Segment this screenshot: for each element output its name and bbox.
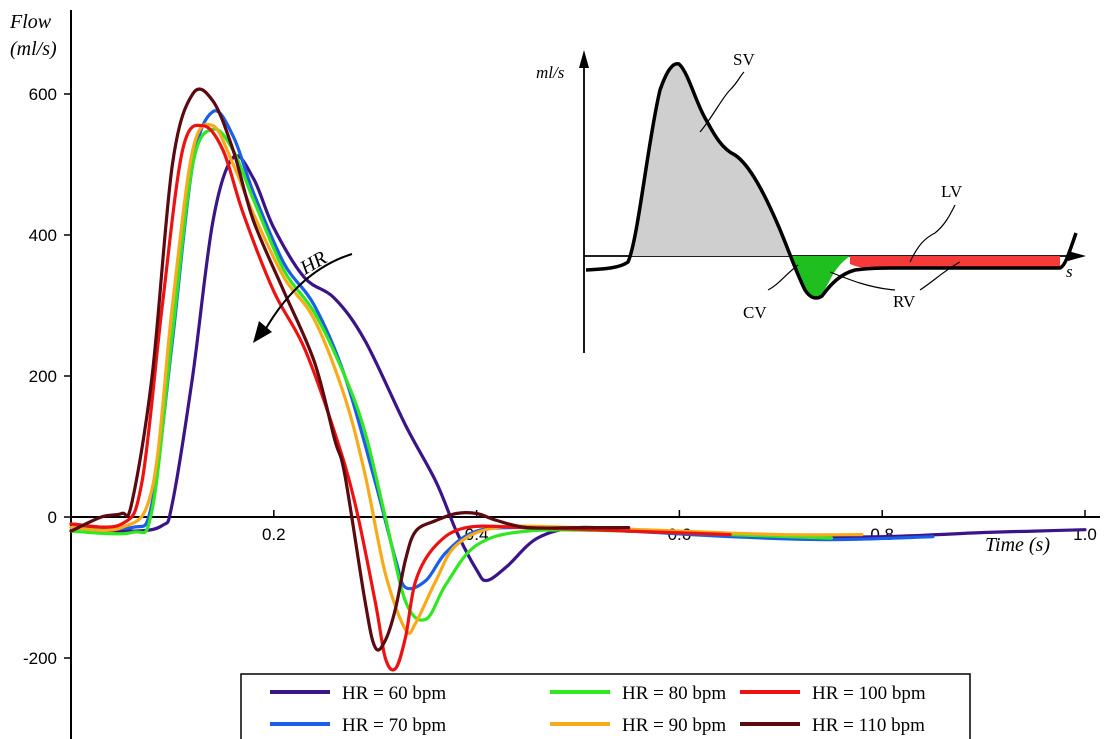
chart-axes — [70, 10, 1100, 739]
inset-flow-curve — [585, 61, 1078, 300]
inset-y-label: ml/s — [536, 63, 565, 82]
x-tick-label: 0.2 — [262, 525, 286, 544]
inset-x-arrow-head — [1068, 251, 1086, 261]
legend-box — [240, 673, 971, 739]
series-line-3 — [69, 127, 834, 622]
inset-diagram: ml/s s SV LV CV RV — [536, 50, 1086, 353]
series-line-6 — [69, 87, 631, 652]
y-axis-label-line1: Flow — [9, 11, 52, 33]
inset-rv-label: RV — [893, 292, 916, 311]
legend-label: HR = 80 bpm — [622, 683, 726, 704]
inset-cv-label: CV — [743, 303, 767, 322]
x-axis-label: Time (s) — [985, 534, 1050, 556]
rv-leader-line-2 — [919, 261, 961, 291]
hr-arrow-curve — [264, 253, 353, 331]
legend-label: HR = 60 bpm — [342, 683, 446, 704]
inset-lv-label: LV — [941, 182, 963, 201]
hr-arrow-head — [253, 321, 272, 343]
y-tick-label: 0 — [48, 508, 57, 527]
inset-sv-area — [630, 63, 789, 257]
series-lines — [69, 87, 1087, 672]
inset-lv-area — [850, 256, 1060, 268]
legend-label: HR = 70 bpm — [342, 715, 446, 736]
y-tick-label: 400 — [29, 226, 57, 245]
y-tick-label: 200 — [29, 367, 57, 386]
x-tick-label: 1.0 — [1073, 525, 1097, 544]
legend: HR = 60 bpm HR = 80 bpm HR = 100 bpm HR = 7… — [240, 673, 971, 739]
x-tick-label: 0.8 — [870, 525, 894, 544]
y-tick-label: 600 — [29, 85, 57, 104]
series-line-5 — [69, 123, 732, 672]
cv-leader-line — [767, 264, 799, 291]
sv-leader-line — [699, 71, 745, 133]
inset-x-label: s — [1066, 262, 1073, 281]
rv-leader-line — [829, 271, 896, 291]
y-tick-label: -200 — [23, 649, 57, 668]
legend-label: HR = 110 bpm — [812, 715, 925, 736]
legend-label: HR = 90 bpm — [622, 715, 726, 736]
y-axis-label-line2: (ml/s) — [10, 38, 57, 60]
inset-y-arrow-head — [579, 50, 589, 68]
legend-label: HR = 100 bpm — [812, 683, 926, 704]
inset-sv-label: SV — [733, 50, 755, 69]
lv-leader-line — [909, 204, 956, 263]
